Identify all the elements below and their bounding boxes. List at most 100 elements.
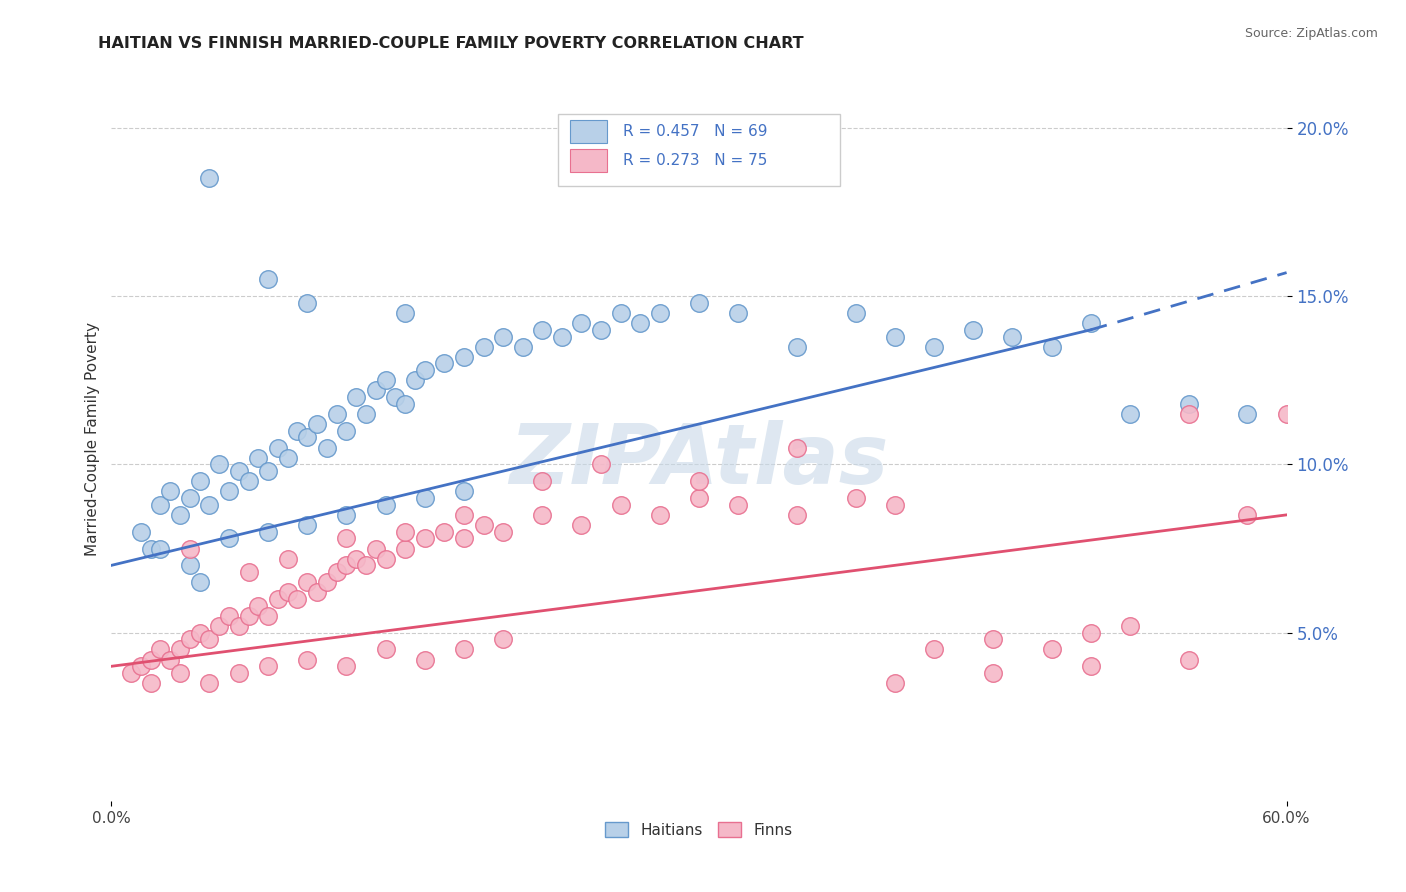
Point — [228, 464, 250, 478]
Text: ZIPAtlas: ZIPAtlas — [509, 420, 889, 501]
Point — [845, 491, 868, 505]
Point — [883, 329, 905, 343]
Point — [1001, 329, 1024, 343]
Point — [394, 397, 416, 411]
Point — [354, 558, 377, 573]
Point — [981, 666, 1004, 681]
Point — [208, 458, 231, 472]
Point — [287, 592, 309, 607]
Point — [267, 441, 290, 455]
Point — [297, 518, 319, 533]
Point — [257, 608, 280, 623]
Point — [198, 632, 221, 647]
Point — [159, 484, 181, 499]
Point — [169, 508, 191, 522]
Point — [1080, 316, 1102, 330]
Point — [325, 407, 347, 421]
Point — [394, 524, 416, 539]
Point — [1080, 659, 1102, 673]
Point — [129, 524, 152, 539]
Point — [374, 373, 396, 387]
Point — [453, 484, 475, 499]
Point — [531, 508, 554, 522]
Point — [228, 619, 250, 633]
Point — [1040, 340, 1063, 354]
Point — [169, 642, 191, 657]
Point — [257, 272, 280, 286]
Point — [238, 608, 260, 623]
Point — [120, 666, 142, 681]
Point — [591, 323, 613, 337]
Point — [512, 340, 534, 354]
Point — [179, 491, 201, 505]
Point — [453, 642, 475, 657]
Point — [628, 316, 651, 330]
Point — [374, 498, 396, 512]
Point — [277, 551, 299, 566]
Point — [198, 498, 221, 512]
Point — [297, 652, 319, 666]
Point — [238, 565, 260, 579]
Point — [413, 652, 436, 666]
Point — [188, 474, 211, 488]
Point — [433, 356, 456, 370]
Point — [453, 508, 475, 522]
Point — [1177, 397, 1199, 411]
Point — [159, 652, 181, 666]
Point — [384, 390, 406, 404]
Point — [1236, 508, 1258, 522]
Point — [218, 608, 240, 623]
Point — [297, 296, 319, 310]
Point — [492, 524, 515, 539]
Point — [922, 642, 945, 657]
Point — [1275, 407, 1298, 421]
Point — [198, 171, 221, 186]
Point — [297, 575, 319, 590]
Point — [531, 323, 554, 337]
Point — [364, 541, 387, 556]
Point — [335, 532, 357, 546]
Point — [139, 676, 162, 690]
Point — [845, 306, 868, 320]
Point — [1119, 407, 1142, 421]
Point — [727, 306, 749, 320]
Point — [287, 424, 309, 438]
Point — [179, 541, 201, 556]
Point — [149, 498, 172, 512]
Point — [394, 306, 416, 320]
Y-axis label: Married-Couple Family Poverty: Married-Couple Family Poverty — [86, 322, 100, 556]
Point — [307, 417, 329, 431]
Point — [267, 592, 290, 607]
Point — [149, 642, 172, 657]
Point — [648, 508, 671, 522]
Point — [571, 518, 593, 533]
Point — [139, 652, 162, 666]
Point — [169, 666, 191, 681]
Point — [218, 484, 240, 499]
Point — [257, 464, 280, 478]
Point — [472, 518, 495, 533]
Point — [315, 575, 337, 590]
Point — [609, 306, 631, 320]
Point — [325, 565, 347, 579]
Point — [609, 498, 631, 512]
Point — [786, 441, 808, 455]
Point — [374, 551, 396, 566]
Point — [688, 491, 710, 505]
Point — [492, 329, 515, 343]
Point — [531, 474, 554, 488]
FancyBboxPatch shape — [558, 113, 839, 186]
Text: R = 0.457   N = 69: R = 0.457 N = 69 — [623, 124, 768, 139]
Point — [433, 524, 456, 539]
Point — [453, 532, 475, 546]
Point — [344, 390, 367, 404]
Point — [962, 323, 984, 337]
Point — [1177, 407, 1199, 421]
Point — [297, 430, 319, 444]
Point — [335, 508, 357, 522]
Point — [179, 558, 201, 573]
Point — [883, 498, 905, 512]
Text: R = 0.273   N = 75: R = 0.273 N = 75 — [623, 153, 768, 168]
Point — [129, 659, 152, 673]
Point — [198, 676, 221, 690]
